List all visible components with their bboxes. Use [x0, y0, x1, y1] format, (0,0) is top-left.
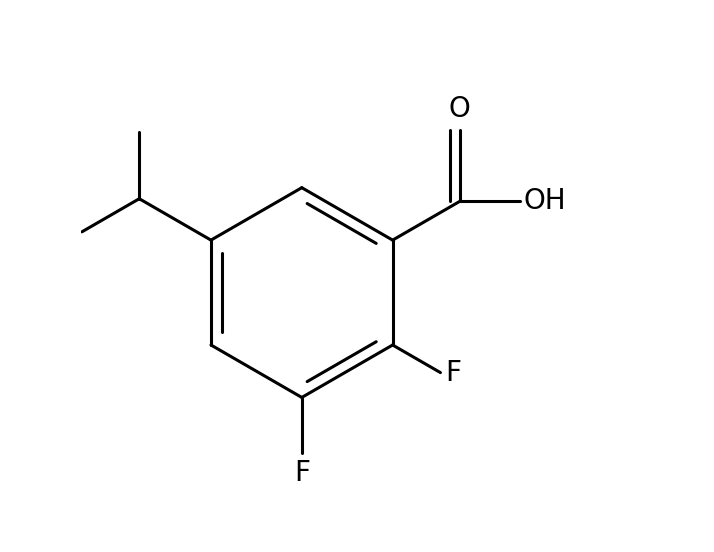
Text: O: O [448, 95, 471, 123]
Text: OH: OH [523, 188, 565, 215]
Text: F: F [445, 359, 461, 386]
Text: F: F [293, 459, 310, 487]
